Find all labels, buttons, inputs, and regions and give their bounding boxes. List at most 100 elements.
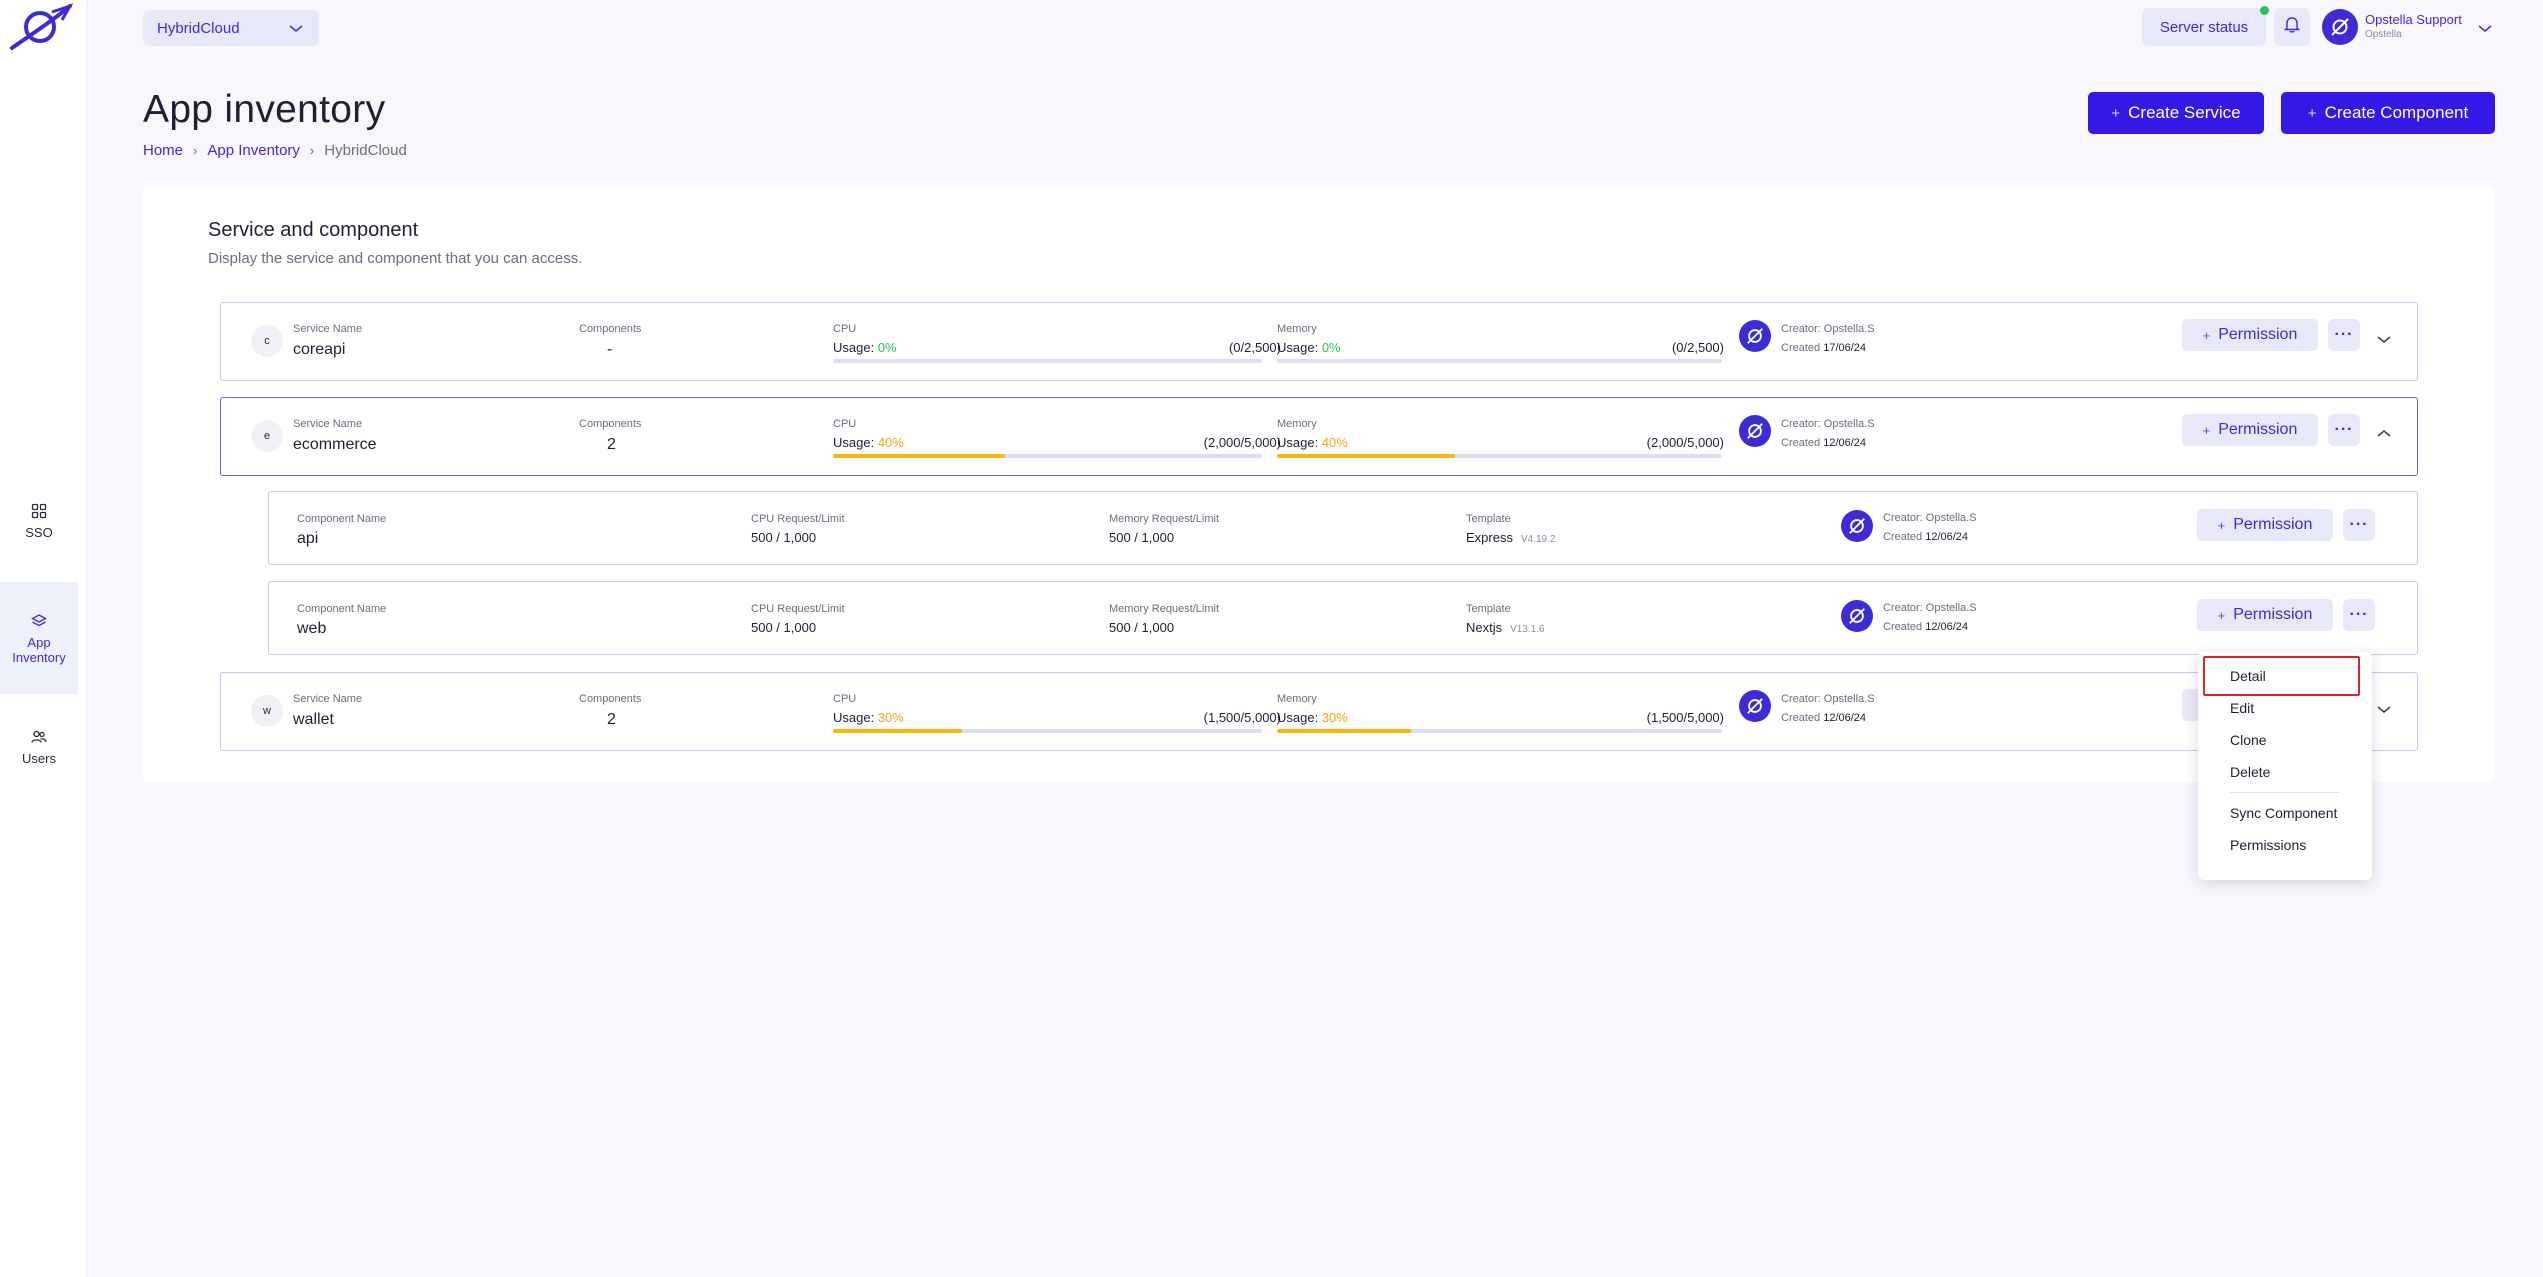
service-name-label: Service Name xyxy=(293,693,363,705)
service-name: ecommerce xyxy=(293,436,377,453)
more-options-button[interactable]: ··· xyxy=(2343,599,2375,631)
user-avatar[interactable] xyxy=(2322,9,2358,45)
memory-range: (1,500/5,000) xyxy=(1646,710,1724,725)
sidebar-item-label: Users xyxy=(22,751,56,766)
creator: Creator: Opstella.S xyxy=(1883,512,1977,524)
creator-avatar xyxy=(1841,510,1873,542)
plus-icon: + xyxy=(2111,104,2121,122)
cpu-range: (1,500/5,000) xyxy=(1203,710,1281,725)
created-date: Created 12/06/24 xyxy=(1883,621,1969,633)
template-label: Template xyxy=(1466,603,1511,615)
create-service-button[interactable]: + Create Service xyxy=(2088,92,2264,134)
cpu-label: CPU xyxy=(833,693,857,705)
menu-item-delete[interactable]: Delete xyxy=(2230,764,2271,780)
sidebar-item-users[interactable]: Users xyxy=(0,728,78,778)
cpu-request-value: 500 / 1,000 xyxy=(751,620,817,635)
components-count: - xyxy=(607,341,613,358)
service-name-label: Service Name xyxy=(293,418,363,430)
chevron-down-icon[interactable] xyxy=(2377,701,2391,719)
creator: Creator: Opstella.S xyxy=(1781,418,1875,430)
cpu-range: (2,000/5,000) xyxy=(1203,435,1281,450)
environment-select[interactable]: HybridCloud xyxy=(143,10,319,46)
permission-button[interactable]: +Permission xyxy=(2182,319,2318,351)
menu-item-edit[interactable]: Edit xyxy=(2230,700,2255,716)
service-badge: w xyxy=(251,695,283,727)
component-name-label: Component Name xyxy=(297,513,387,525)
memory-label: Memory xyxy=(1277,323,1317,335)
breadcrumb-app-inventory[interactable]: App Inventory xyxy=(207,142,300,159)
components-label: Components xyxy=(579,693,642,705)
components-count: 2 xyxy=(607,436,616,453)
creator-avatar xyxy=(1739,320,1771,352)
plus-icon: + xyxy=(2202,327,2211,343)
sidebar-item-label: SSO xyxy=(25,525,53,540)
users-icon xyxy=(30,728,48,746)
components-label: Components xyxy=(579,418,642,430)
creator-avatar xyxy=(1739,415,1771,447)
create-component-button[interactable]: + Create Component xyxy=(2281,92,2495,134)
template-label: Template xyxy=(1466,513,1511,525)
menu-item-permissions[interactable]: Permissions xyxy=(2230,837,2307,853)
chevron-down-icon[interactable] xyxy=(2478,20,2492,38)
user-name[interactable]: Opstella Support xyxy=(2365,12,2462,27)
left-sidebar: SSO App Inventory Users xyxy=(0,0,87,1277)
more-options-menu: Detail Edit Clone Delete Sync Component … xyxy=(2198,652,2372,880)
plus-icon: + xyxy=(2307,104,2317,122)
more-options-button[interactable]: ··· xyxy=(2328,319,2360,351)
creator: Creator: Opstella.S xyxy=(1781,693,1875,705)
memory-request-label: Memory Request/Limit xyxy=(1109,513,1220,525)
chevron-down-icon xyxy=(289,20,303,37)
notifications-button[interactable] xyxy=(2274,8,2310,46)
components-count: 2 xyxy=(607,711,616,728)
memory-label: Memory xyxy=(1277,418,1317,430)
cpu-request-value: 500 / 1,000 xyxy=(751,530,817,545)
component-row[interactable]: Component Name api CPU Request/Limit 500… xyxy=(268,491,2418,565)
memory-usage: Usage: 40% xyxy=(1277,435,1348,450)
status-indicator xyxy=(2260,6,2269,15)
more-options-button[interactable]: ··· xyxy=(2328,414,2360,446)
service-row[interactable]: w Service Name wallet Components 2 CPU U… xyxy=(220,672,2418,751)
card-subtitle: Display the service and component that y… xyxy=(208,250,583,267)
permission-button[interactable]: +Permission xyxy=(2197,509,2333,541)
cpu-label: CPU xyxy=(833,418,857,430)
chevron-down-icon[interactable] xyxy=(2377,331,2391,349)
created-date: Created 17/06/24 xyxy=(1781,342,1867,354)
service-badge: c xyxy=(251,325,283,357)
memory-progress-bar xyxy=(1277,729,1722,733)
permission-button[interactable]: +Permission xyxy=(2182,414,2318,446)
sidebar-item-app-inventory[interactable]: App Inventory xyxy=(0,582,78,694)
cpu-request-label: CPU Request/Limit xyxy=(751,513,845,525)
server-status-button[interactable]: Server status xyxy=(2142,8,2266,46)
card-title: Service and component xyxy=(208,219,419,241)
component-name: api xyxy=(297,530,319,547)
opstella-logo[interactable] xyxy=(6,2,74,52)
creator-avatar xyxy=(1739,690,1771,722)
cpu-progress-bar xyxy=(833,454,1262,458)
permission-button[interactable]: +Permission xyxy=(2197,599,2333,631)
service-name-label: Service Name xyxy=(293,323,363,335)
cpu-usage: Usage: 40% xyxy=(833,435,904,450)
menu-item-sync-component[interactable]: Sync Component xyxy=(2230,805,2338,821)
service-row[interactable]: c Service Name coreapi Components - CPU … xyxy=(220,302,2418,381)
component-row[interactable]: Component Name web CPU Request/Limit 500… xyxy=(268,581,2418,655)
memory-label: Memory xyxy=(1277,693,1317,705)
chevron-up-icon[interactable] xyxy=(2377,424,2391,442)
create-component-label: Create Component xyxy=(2324,103,2469,122)
menu-item-clone[interactable]: Clone xyxy=(2230,732,2267,748)
created-date: Created 12/06/24 xyxy=(1781,712,1867,724)
memory-range: (0/2,500) xyxy=(1671,340,1724,355)
breadcrumb-home[interactable]: Home xyxy=(143,142,184,159)
menu-divider xyxy=(2230,792,2340,793)
plus-icon: + xyxy=(2217,517,2226,533)
created-date: Created 12/06/24 xyxy=(1883,531,1969,543)
service-row[interactable]: e Service Name ecommerce Components 2 CP… xyxy=(220,397,2418,476)
more-icon: ··· xyxy=(2349,516,2369,533)
more-options-button[interactable]: ··· xyxy=(2343,509,2375,541)
memory-request-value: 500 / 1,000 xyxy=(1109,530,1175,545)
sidebar-item-sso[interactable]: SSO xyxy=(0,502,78,552)
menu-item-detail[interactable]: Detail xyxy=(2203,656,2360,696)
service-badge: e xyxy=(251,420,283,452)
memory-range: (2,000/5,000) xyxy=(1646,435,1724,450)
chevron-right-icon: › xyxy=(309,143,315,158)
creator: Creator: Opstella.S xyxy=(1781,323,1875,335)
